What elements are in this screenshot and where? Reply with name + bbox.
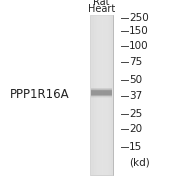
- Text: 50: 50: [129, 75, 142, 85]
- Bar: [108, 15, 109, 175]
- Bar: [94, 15, 95, 175]
- Bar: [97, 15, 98, 175]
- Text: 37: 37: [129, 91, 143, 101]
- Bar: [100, 15, 102, 175]
- Bar: [91, 88, 112, 97]
- Bar: [91, 89, 112, 96]
- Bar: [103, 15, 104, 175]
- Bar: [106, 15, 107, 175]
- Text: Rat: Rat: [93, 0, 110, 7]
- Text: 20: 20: [129, 124, 142, 134]
- Bar: [102, 15, 103, 175]
- Text: (kd): (kd): [129, 158, 150, 168]
- Bar: [111, 15, 112, 175]
- Bar: [98, 15, 99, 175]
- Bar: [95, 15, 96, 175]
- Bar: [90, 15, 91, 175]
- Bar: [91, 88, 112, 98]
- Text: 100: 100: [129, 41, 149, 51]
- Text: 75: 75: [129, 57, 143, 67]
- Bar: [90, 15, 113, 175]
- Bar: [105, 15, 106, 175]
- Bar: [91, 89, 112, 96]
- Bar: [92, 15, 94, 175]
- Bar: [91, 90, 112, 95]
- Bar: [110, 15, 111, 175]
- Bar: [112, 15, 113, 175]
- Bar: [91, 15, 92, 175]
- Bar: [91, 91, 112, 95]
- Bar: [109, 15, 110, 175]
- Text: 25: 25: [129, 109, 143, 119]
- Bar: [91, 91, 112, 95]
- Bar: [104, 15, 105, 175]
- Text: 250: 250: [129, 13, 149, 23]
- Text: PPP1R16A: PPP1R16A: [10, 88, 69, 101]
- Text: 15: 15: [129, 142, 143, 152]
- Text: 150: 150: [129, 26, 149, 37]
- Bar: [96, 15, 97, 175]
- Text: Heart: Heart: [88, 4, 115, 14]
- Bar: [99, 15, 100, 175]
